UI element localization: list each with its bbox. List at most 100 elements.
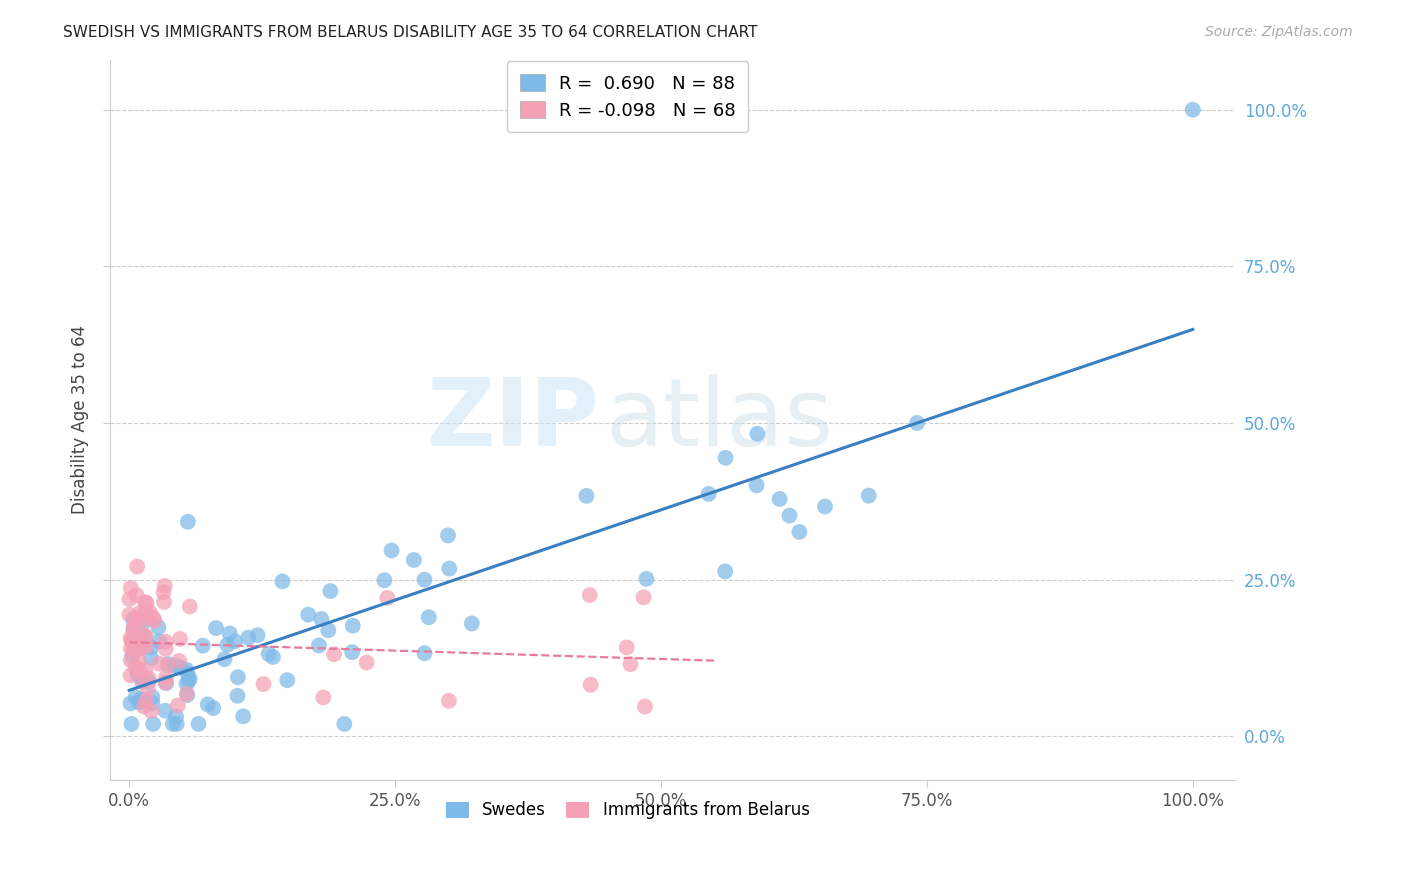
Point	[155, 641, 177, 656]
Point	[375, 591, 398, 605]
Point	[125, 612, 148, 626]
Point	[202, 701, 225, 715]
Point	[120, 641, 142, 656]
Point	[134, 629, 156, 643]
Point	[176, 687, 198, 701]
Point	[120, 581, 142, 595]
Point	[129, 606, 152, 620]
Point	[333, 717, 356, 731]
Point	[135, 640, 157, 654]
Point	[437, 694, 460, 708]
Point	[131, 695, 153, 709]
Point	[768, 491, 790, 506]
Point	[262, 650, 284, 665]
Point	[128, 653, 150, 667]
Point	[162, 717, 184, 731]
Y-axis label: Disability Age 35 to 64: Disability Age 35 to 64	[72, 326, 89, 515]
Point	[122, 637, 145, 651]
Point	[579, 678, 602, 692]
Point	[120, 668, 142, 682]
Point	[122, 622, 145, 636]
Point	[138, 609, 160, 624]
Point	[142, 611, 165, 625]
Point	[319, 584, 342, 599]
Point	[165, 709, 187, 723]
Point	[134, 699, 156, 714]
Point	[138, 672, 160, 686]
Point	[226, 670, 249, 684]
Point	[176, 688, 198, 702]
Point	[125, 588, 148, 602]
Point	[176, 666, 198, 681]
Point	[169, 632, 191, 646]
Point	[129, 633, 152, 648]
Point	[135, 630, 157, 644]
Point	[634, 699, 657, 714]
Point	[136, 674, 159, 689]
Point	[118, 607, 141, 622]
Text: ZIP: ZIP	[426, 374, 599, 466]
Point	[155, 634, 177, 648]
Text: SWEDISH VS IMMIGRANTS FROM BELARUS DISABILITY AGE 35 TO 64 CORRELATION CHART: SWEDISH VS IMMIGRANTS FROM BELARUS DISAB…	[63, 25, 758, 40]
Point	[141, 690, 163, 704]
Point	[134, 606, 156, 620]
Point	[619, 657, 641, 672]
Point	[125, 690, 148, 705]
Point	[297, 607, 319, 622]
Point	[340, 645, 363, 659]
Point	[276, 673, 298, 688]
Point	[125, 640, 148, 654]
Point	[155, 670, 177, 684]
Point	[226, 689, 249, 703]
Point	[257, 647, 280, 661]
Point	[616, 640, 638, 655]
Point	[312, 690, 335, 705]
Point	[121, 632, 143, 647]
Point	[232, 709, 254, 723]
Legend: Swedes, Immigrants from Belarus: Swedes, Immigrants from Belarus	[439, 795, 817, 826]
Point	[131, 636, 153, 650]
Point	[134, 595, 156, 609]
Point	[135, 663, 157, 677]
Point	[132, 615, 155, 629]
Point	[148, 620, 170, 634]
Point	[148, 657, 170, 671]
Point	[177, 673, 200, 688]
Point	[124, 660, 146, 674]
Point	[461, 616, 484, 631]
Point	[131, 636, 153, 650]
Point	[437, 528, 460, 542]
Point	[135, 596, 157, 610]
Point	[814, 500, 837, 514]
Point	[153, 595, 176, 609]
Point	[575, 489, 598, 503]
Point	[238, 631, 260, 645]
Point	[356, 656, 378, 670]
Point	[120, 653, 142, 667]
Point	[205, 621, 228, 635]
Point	[745, 478, 768, 492]
Point	[169, 660, 191, 674]
Point	[122, 636, 145, 650]
Point	[323, 647, 346, 661]
Point	[141, 640, 163, 655]
Point	[697, 487, 720, 501]
Point	[179, 599, 201, 614]
Point	[153, 579, 176, 593]
Point	[156, 657, 179, 672]
Point	[121, 633, 143, 648]
Point	[120, 717, 142, 731]
Point	[157, 657, 180, 671]
Point	[118, 592, 141, 607]
Point	[905, 416, 928, 430]
Point	[132, 612, 155, 626]
Point	[127, 667, 149, 681]
Point	[224, 634, 246, 648]
Point	[214, 652, 236, 666]
Point	[166, 717, 188, 731]
Point	[155, 704, 177, 718]
Point	[271, 574, 294, 589]
Point	[139, 704, 162, 718]
Point	[311, 612, 333, 626]
Point	[217, 638, 239, 652]
